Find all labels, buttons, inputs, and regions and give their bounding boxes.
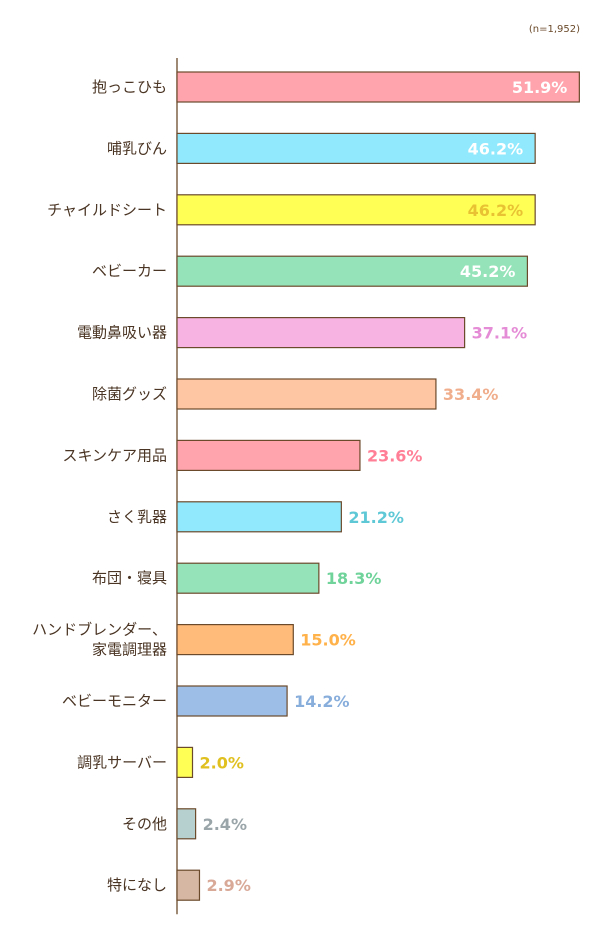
value-label-4: 45.2% <box>460 262 516 281</box>
value-label-1: 51.9% <box>512 78 568 97</box>
category-label-4: ベビーカー <box>92 262 167 280</box>
value-label-13: 2.4% <box>203 815 247 834</box>
bar-8 <box>176 501 342 533</box>
category-label-12: 調乳サーバー <box>77 753 167 771</box>
bars-group: 抱っこひも 51.9% 哺乳びん 46.2% チャイルドシート 46.2% ベビーカー 45.… <box>32 71 580 901</box>
category-label-1: 抱っこひも <box>92 78 167 96</box>
category-label-13: その他 <box>122 815 167 833</box>
category-label-7: スキンケア用品 <box>62 446 167 464</box>
value-label-3: 46.2% <box>468 201 524 220</box>
bar-13 <box>176 808 197 840</box>
value-label-8: 21.2% <box>348 508 404 527</box>
value-label-2: 46.2% <box>468 139 524 158</box>
bar-1 <box>176 71 580 103</box>
category-label-2: 哺乳びん <box>107 139 167 157</box>
bar-5 <box>176 317 466 349</box>
value-label-14: 2.9% <box>206 876 250 895</box>
bar-3 <box>176 194 536 226</box>
category-label-10-line-2: 家電調理器 <box>92 641 167 659</box>
category-label-11: ベビーモニター <box>62 692 167 710</box>
value-label-6: 33.4% <box>443 385 499 404</box>
category-label-10-line-1: ハンドブレンダー、 <box>32 621 167 639</box>
bar-11 <box>176 685 288 717</box>
bar-9 <box>176 562 320 594</box>
category-label-3: チャイルドシート <box>47 201 167 219</box>
category-label-8: さく乳器 <box>107 508 167 526</box>
value-label-5: 37.1% <box>472 324 528 343</box>
category-label-5: 電動鼻吸い器 <box>77 324 167 342</box>
bar-6 <box>176 378 437 410</box>
category-label-6: 除菌グッズ <box>92 385 167 403</box>
category-label-14: 特になし <box>107 876 167 894</box>
value-label-7: 23.6% <box>367 446 423 465</box>
bar-12 <box>176 746 194 779</box>
value-label-11: 14.2% <box>294 692 350 711</box>
value-label-10: 15.0% <box>300 631 356 650</box>
bar-2 <box>176 132 536 164</box>
bar-4 <box>176 255 529 287</box>
bar-10 <box>176 623 294 656</box>
bar-14 <box>176 869 201 901</box>
sample-size-note: (n=1,952) <box>528 24 580 35</box>
category-label-9: 布団・寝具 <box>92 569 167 587</box>
bar-7 <box>176 439 361 471</box>
value-label-12: 2.0% <box>200 753 244 772</box>
value-label-9: 18.3% <box>326 569 382 588</box>
